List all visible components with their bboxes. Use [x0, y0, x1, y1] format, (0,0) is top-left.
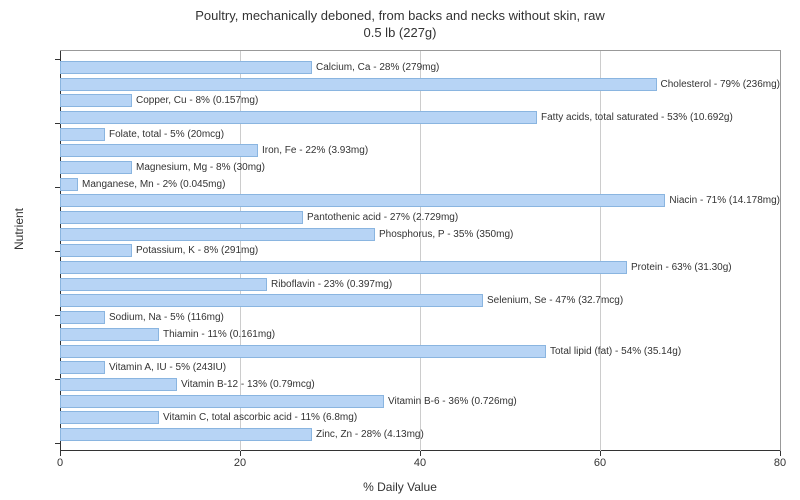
- bar-row: Calcium, Ca - 28% (279mg): [60, 59, 780, 76]
- nutrient-bar: [60, 278, 267, 291]
- bar-label: Niacin - 71% (14.178mg): [669, 195, 780, 206]
- bar-label: Vitamin B-12 - 13% (0.79mcg): [181, 379, 315, 390]
- bar-label: Folate, total - 5% (20mcg): [109, 129, 224, 140]
- bar-row: Phosphorus, P - 35% (350mg): [60, 226, 780, 243]
- nutrient-bar: [60, 94, 132, 107]
- x-tick-label: 20: [234, 457, 246, 469]
- bar-label: Selenium, Se - 47% (32.7mcg): [487, 295, 623, 306]
- bar-row: Vitamin A, IU - 5% (243IU): [60, 359, 780, 376]
- bar-label: Cholesterol - 79% (236mg): [661, 79, 781, 90]
- bar-label: Calcium, Ca - 28% (279mg): [316, 62, 439, 73]
- bar-row: Zinc, Zn - 28% (4.13mg): [60, 426, 780, 443]
- x-tick-label: 80: [774, 457, 786, 469]
- bar-row: Iron, Fe - 22% (3.93mg): [60, 142, 780, 159]
- bar-row: Copper, Cu - 8% (0.157mg): [60, 92, 780, 109]
- bar-row: Sodium, Na - 5% (116mg): [60, 309, 780, 326]
- bar-row: Fatty acids, total saturated - 53% (10.6…: [60, 109, 780, 126]
- x-tick-label: 60: [594, 457, 606, 469]
- nutrient-bar: [60, 378, 177, 391]
- bar-row: Pantothenic acid - 27% (2.729mg): [60, 209, 780, 226]
- y-axis-label: Nutrient: [12, 208, 26, 250]
- nutrient-bar: [60, 428, 312, 441]
- nutrient-bar: [60, 294, 483, 307]
- nutrient-bar: [60, 328, 159, 341]
- nutrient-bar: [60, 244, 132, 257]
- nutrient-chart: Poultry, mechanically deboned, from back…: [0, 0, 800, 500]
- bar-row: Vitamin B-6 - 36% (0.726mg): [60, 393, 780, 410]
- nutrient-bar: [60, 111, 537, 124]
- bar-row: Riboflavin - 23% (0.397mg): [60, 276, 780, 293]
- plot-area: 020406080 Calcium, Ca - 28% (279mg)Chole…: [60, 50, 781, 451]
- chart-title: Poultry, mechanically deboned, from back…: [0, 0, 800, 42]
- nutrient-bar: [60, 161, 132, 174]
- bar-row: Magnesium, Mg - 8% (30mg): [60, 159, 780, 176]
- x-tick-label: 40: [414, 457, 426, 469]
- bar-label: Potassium, K - 8% (291mg): [136, 245, 258, 256]
- bar-row: Vitamin B-12 - 13% (0.79mcg): [60, 376, 780, 393]
- nutrient-bar: [60, 61, 312, 74]
- bar-row: Folate, total - 5% (20mcg): [60, 126, 780, 143]
- nutrient-bar: [60, 361, 105, 374]
- bar-label: Riboflavin - 23% (0.397mg): [271, 279, 392, 290]
- bar-label: Zinc, Zn - 28% (4.13mg): [316, 429, 424, 440]
- x-tick-label: 0: [57, 457, 63, 469]
- bar-label: Magnesium, Mg - 8% (30mg): [136, 162, 265, 173]
- title-line2: 0.5 lb (227g): [364, 25, 437, 40]
- nutrient-bar: [60, 144, 258, 157]
- bar-label: Pantothenic acid - 27% (2.729mg): [307, 212, 458, 223]
- nutrient-bar: [60, 128, 105, 141]
- nutrient-bar: [60, 78, 657, 91]
- x-tick: [60, 451, 61, 456]
- bar-label: Iron, Fe - 22% (3.93mg): [262, 145, 368, 156]
- bar-row: Thiamin - 11% (0.161mg): [60, 326, 780, 343]
- nutrient-bar: [60, 311, 105, 324]
- bar-label: Fatty acids, total saturated - 53% (10.6…: [541, 112, 733, 123]
- bar-label: Thiamin - 11% (0.161mg): [163, 329, 275, 340]
- nutrient-bar: [60, 194, 665, 207]
- bar-row: Niacin - 71% (14.178mg): [60, 193, 780, 210]
- x-tick: [600, 451, 601, 456]
- bar-row: Protein - 63% (31.30g): [60, 259, 780, 276]
- bar-row: Total lipid (fat) - 54% (35.14g): [60, 343, 780, 360]
- bar-label: Sodium, Na - 5% (116mg): [109, 312, 224, 323]
- nutrient-bar: [60, 228, 375, 241]
- nutrient-bar: [60, 261, 627, 274]
- bar-row: Potassium, K - 8% (291mg): [60, 243, 780, 260]
- bar-label: Total lipid (fat) - 54% (35.14g): [550, 346, 681, 357]
- nutrient-bar: [60, 345, 546, 358]
- y-tick: [55, 443, 60, 444]
- bar-row: Manganese, Mn - 2% (0.045mg): [60, 176, 780, 193]
- bar-label: Vitamin B-6 - 36% (0.726mg): [388, 396, 517, 407]
- nutrient-bar: [60, 178, 78, 191]
- x-tick: [240, 451, 241, 456]
- bar-label: Manganese, Mn - 2% (0.045mg): [82, 179, 225, 190]
- bar-label: Vitamin C, total ascorbic acid - 11% (6.…: [163, 412, 357, 423]
- bar-row: Selenium, Se - 47% (32.7mcg): [60, 293, 780, 310]
- nutrient-bar: [60, 211, 303, 224]
- bar-label: Phosphorus, P - 35% (350mg): [379, 229, 513, 240]
- nutrient-bar: [60, 395, 384, 408]
- x-tick: [780, 451, 781, 456]
- bars-container: Calcium, Ca - 28% (279mg) Cholesterol - 7…: [60, 59, 780, 443]
- bar-row: Vitamin C, total ascorbic acid - 11% (6.…: [60, 409, 780, 426]
- title-line1: Poultry, mechanically deboned, from back…: [195, 8, 604, 23]
- x-tick: [420, 451, 421, 456]
- bar-row: Cholesterol - 79% (236mg): [60, 76, 780, 93]
- x-axis-label: % Daily Value: [363, 480, 437, 494]
- bar-label: Copper, Cu - 8% (0.157mg): [136, 95, 258, 106]
- bar-label: Protein - 63% (31.30g): [631, 262, 732, 273]
- nutrient-bar: [60, 411, 159, 424]
- bar-label: Vitamin A, IU - 5% (243IU): [109, 362, 226, 373]
